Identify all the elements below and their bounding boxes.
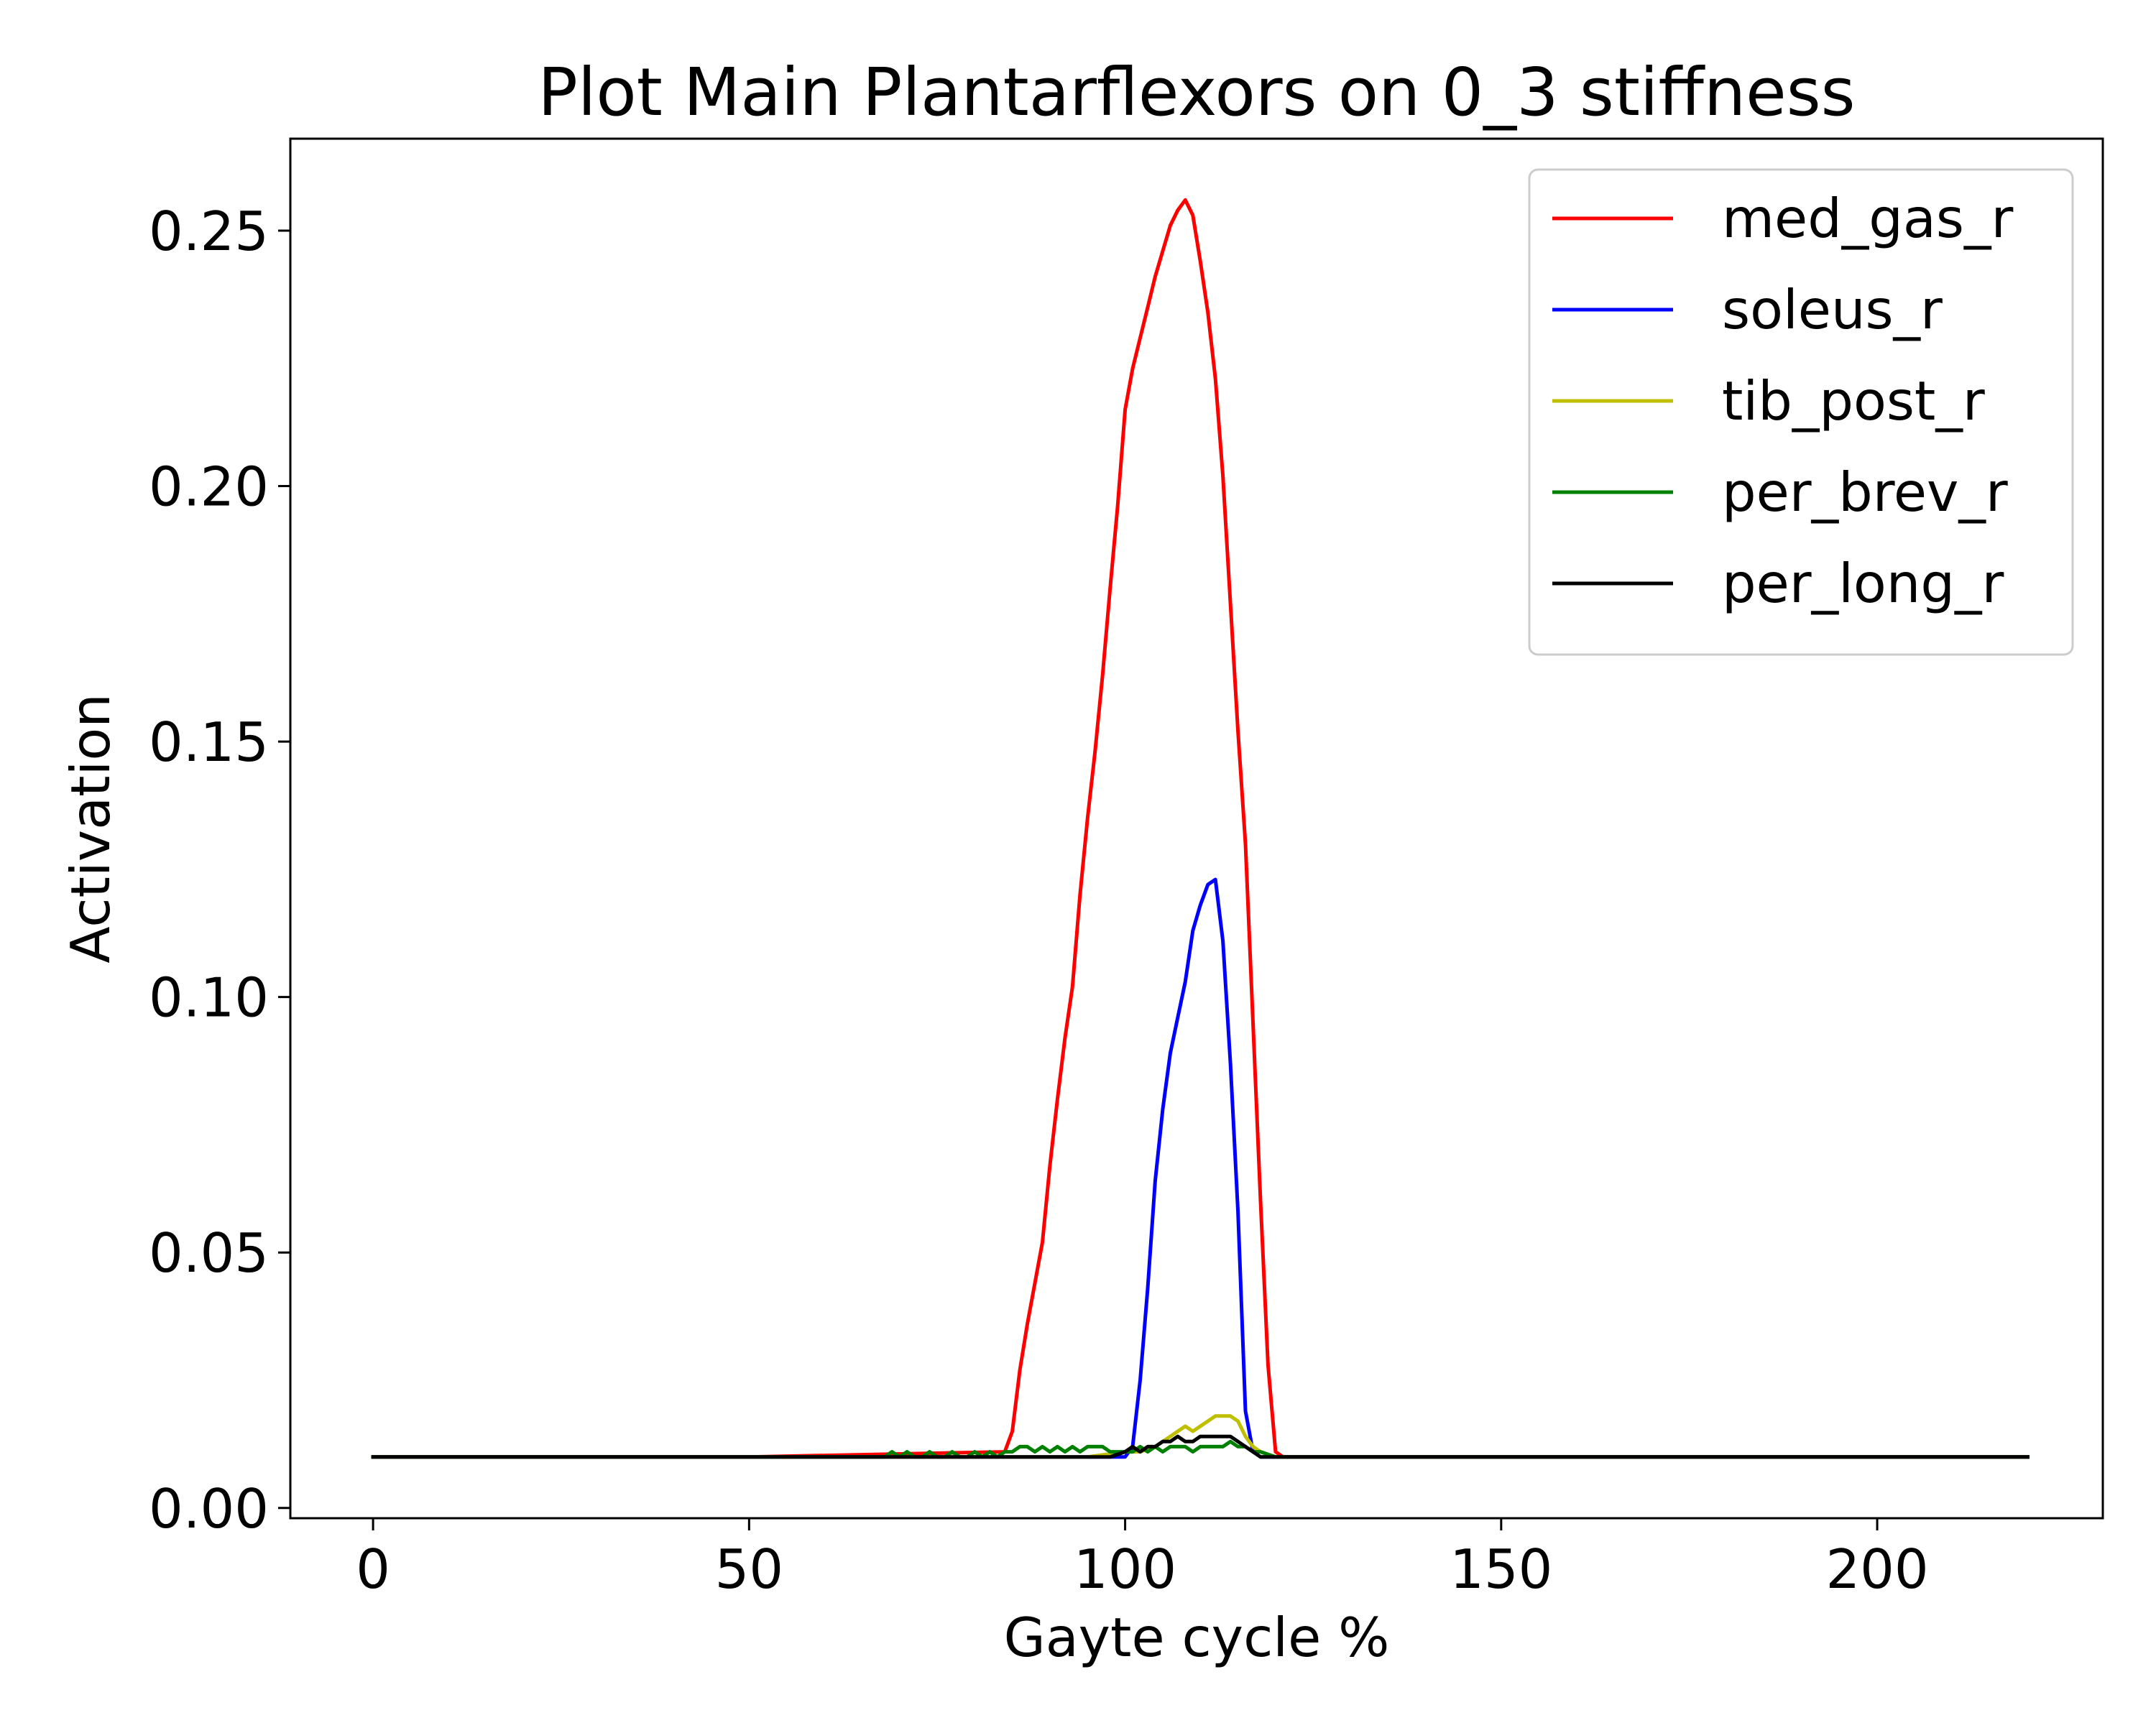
chart-title: Plot Main Plantarflexors on 0_3 stiffnes…	[538, 54, 1855, 131]
legend-label: med_gas_r	[1722, 187, 2013, 250]
x-axis: 0 50 100 150 200	[356, 1518, 1929, 1601]
axes-frame	[289, 137, 2104, 1520]
x-tick-label: 50	[715, 1538, 783, 1601]
x-axis-label: Gayte cycle %	[1004, 1606, 1390, 1669]
y-tick-label: 0.15	[149, 711, 269, 774]
legend-label: soleus_r	[1722, 278, 1943, 341]
series-line-per-long-r	[371, 1434, 2030, 1459]
y-tick-label: 0.10	[149, 966, 269, 1030]
plot-area	[371, 198, 2030, 1459]
legend-label: per_long_r	[1722, 552, 2004, 615]
y-tick-label: 0.05	[149, 1221, 269, 1285]
legend-box	[1528, 168, 2074, 656]
x-tick-label: 200	[1825, 1538, 1928, 1601]
legend-label: tib_post_r	[1722, 369, 1985, 433]
x-tick-label: 100	[1074, 1538, 1176, 1601]
y-tick-label: 0.00	[149, 1477, 269, 1540]
y-axis: 0.00 0.05 0.10 0.15 0.20 0.25	[149, 200, 290, 1540]
y-tick-label: 0.20	[149, 456, 269, 519]
legend: med_gas_r soleus_r tib_post_r per_brev_rper…	[1528, 168, 2074, 656]
x-tick-label: 150	[1450, 1538, 1552, 1601]
x-tick-label: 0	[356, 1538, 390, 1601]
series-line-med-gas-r	[371, 198, 2030, 1459]
y-tick-label: 0.25	[149, 200, 269, 263]
y-axis-label: Activation	[59, 693, 122, 963]
legend-label: per_brev_r	[1722, 461, 2008, 524]
